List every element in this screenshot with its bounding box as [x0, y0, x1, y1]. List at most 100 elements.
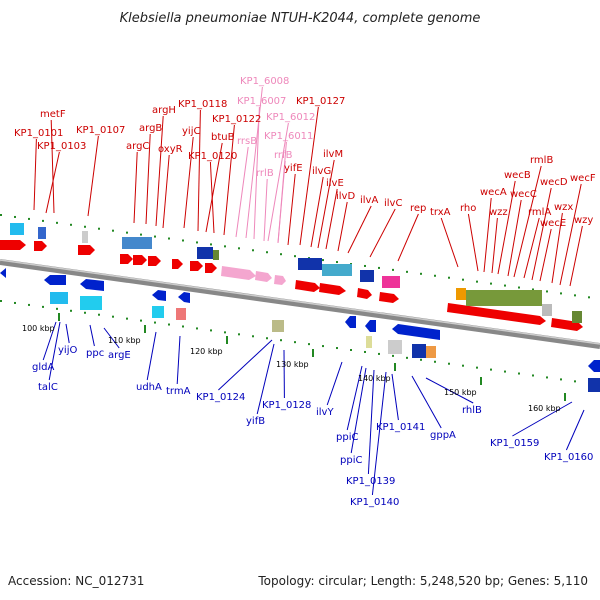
- ring-dot: [434, 360, 436, 363]
- backbone-highlight: [0, 259, 600, 345]
- gene-label: rrfB: [274, 150, 293, 161]
- gene-label: ilvM: [323, 149, 343, 160]
- leader-line: [391, 373, 399, 421]
- gene-label: ppiC: [340, 455, 362, 466]
- gene-label: wecF: [570, 173, 596, 184]
- gene-label: rho: [460, 203, 476, 214]
- gene-label: rmlB: [530, 155, 553, 166]
- leader-line: [369, 208, 396, 258]
- ring-dot: [238, 333, 240, 336]
- leader-line: [425, 377, 474, 404]
- ring-dot: [168, 323, 170, 326]
- gene-arrow: [78, 245, 95, 255]
- leader-line: [197, 109, 201, 232]
- ring-dot: [210, 243, 212, 246]
- ring-dot: [126, 231, 128, 234]
- gene-label: rmlA: [528, 207, 551, 218]
- ring-dot: [476, 366, 478, 369]
- cog-box: [80, 296, 102, 310]
- ring-dot: [504, 284, 506, 287]
- leader-line: [411, 375, 442, 429]
- gene-label: ilvC: [384, 198, 402, 209]
- gene-arrow: [120, 254, 133, 264]
- ring-dot: [490, 368, 492, 371]
- ring-dot: [70, 309, 72, 312]
- ring-dot: [70, 223, 72, 226]
- rrna-arrow: [274, 275, 286, 285]
- gene-arrow: [172, 259, 183, 269]
- ring-dot: [252, 249, 254, 252]
- ring-dot: [28, 303, 30, 306]
- scale-label: 140 kbp: [358, 374, 391, 383]
- ring-dot: [0, 214, 2, 216]
- ring-dot: [224, 245, 226, 248]
- ring-dot: [98, 227, 100, 230]
- cog-box: [456, 288, 466, 300]
- cog-box: [298, 258, 322, 270]
- ring-dot: [378, 266, 380, 269]
- genome-backbone: [0, 259, 600, 349]
- ring-dot: [518, 286, 520, 289]
- gene-arrow: [551, 318, 583, 331]
- scale-tick: [312, 349, 314, 357]
- ring-dot: [560, 378, 562, 381]
- gene-label: rep: [410, 203, 426, 214]
- map-title: Klebsiella pneumoniae NTUH-K2044, comple…: [120, 11, 481, 26]
- gene-label: KP1_6012: [266, 112, 315, 123]
- cog-box: [382, 276, 400, 288]
- gene-arrow-rev: [345, 316, 356, 328]
- leader-line: [209, 161, 215, 234]
- gene-arrow: [34, 241, 47, 251]
- gene-label: KP1_6007: [237, 96, 286, 107]
- ring-dot: [252, 335, 254, 338]
- scale-label: 110 kbp: [108, 336, 141, 345]
- gene-label: wecA: [480, 187, 507, 198]
- ring-dot: [364, 350, 366, 353]
- gene-label: KP1_0122: [212, 114, 261, 125]
- ring-dot: [14, 215, 16, 218]
- ring-dot: [42, 219, 44, 222]
- gene-label: yijC: [182, 126, 200, 137]
- ring-dot: [266, 337, 268, 340]
- leader-line: [299, 106, 319, 246]
- ring-dot: [154, 321, 156, 324]
- gene-arrow-rev: [0, 268, 6, 278]
- ring-dot: [294, 341, 296, 344]
- gene-label: wecD: [540, 177, 568, 188]
- gene-label: KP1_6008: [240, 76, 289, 87]
- cog-box: [572, 311, 582, 323]
- gene-arrow: [133, 255, 147, 265]
- label-leader-lines: [33, 86, 585, 496]
- leader-line: [350, 367, 367, 454]
- ring-dot: [14, 301, 16, 304]
- leader-line: [146, 331, 157, 381]
- ring-dot: [420, 272, 422, 275]
- rrna-arrow: [221, 266, 256, 280]
- scale-label: 150 kbp: [444, 388, 477, 397]
- gene-label: KP1_6011: [264, 131, 313, 142]
- gene-label: rrlB: [256, 168, 274, 179]
- gene-label: argB: [139, 123, 162, 134]
- ring-dot: [224, 331, 226, 334]
- ring-dot: [140, 319, 142, 322]
- cog-box: [426, 346, 436, 358]
- scale-labels: 100 kbp 110 kbp 120 kbp 130 kbp 140 kbp 150 k…: [22, 313, 566, 413]
- cog-box: [197, 247, 213, 259]
- leader-line: [176, 335, 181, 385]
- leader-line: [317, 159, 335, 249]
- gene-label: wecB: [504, 170, 531, 181]
- ring-dot: [392, 268, 394, 271]
- leader-line: [559, 183, 582, 286]
- gene-label: wzy: [574, 215, 593, 226]
- leader-line: [491, 217, 498, 274]
- ring-dot: [434, 274, 436, 277]
- scale-label: 100 kbp: [22, 324, 55, 333]
- gene-arrow: [148, 256, 161, 266]
- cog-box: [10, 223, 24, 235]
- ring-dot: [462, 364, 464, 367]
- leader-line: [253, 106, 260, 240]
- ring-dot: [574, 294, 576, 297]
- gene-label: KP1_0118: [178, 99, 227, 110]
- leader-line: [218, 339, 273, 391]
- gene-arrow: [190, 261, 203, 271]
